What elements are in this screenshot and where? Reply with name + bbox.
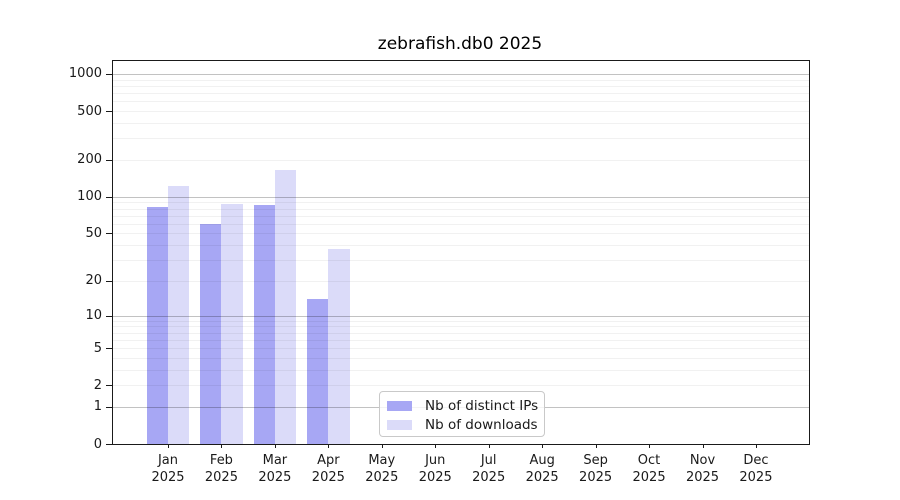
x-tick-label: Nov 2025 bbox=[685, 453, 720, 485]
major-gridline bbox=[113, 196, 809, 198]
bar-downloads bbox=[328, 249, 350, 444]
x-tick-mark bbox=[649, 444, 651, 448]
y-tick-mark bbox=[106, 444, 112, 445]
minor-gridline bbox=[113, 85, 809, 87]
y-tick-label: 2 bbox=[93, 377, 102, 393]
y-tick-mark bbox=[106, 348, 112, 350]
minor-gridline bbox=[113, 280, 809, 282]
minor-gridline bbox=[113, 260, 809, 262]
minor-gridline bbox=[113, 111, 809, 113]
y-tick-label: 50 bbox=[85, 225, 102, 241]
minor-gridline bbox=[113, 332, 809, 334]
minor-gridline bbox=[113, 357, 809, 359]
legend-row-downloads: Nb of downloads bbox=[380, 416, 544, 435]
y-tick-mark bbox=[106, 159, 112, 161]
y-tick-label: 1 bbox=[93, 399, 102, 415]
x-tick-label: Jan 2025 bbox=[151, 453, 185, 485]
minor-gridline bbox=[113, 202, 809, 204]
bar-distinct-ips bbox=[253, 204, 275, 444]
x-tick-label: Sep 2025 bbox=[579, 453, 613, 485]
legend-swatch-downloads bbox=[387, 420, 412, 430]
y-tick-label: 0 bbox=[93, 436, 102, 452]
y-tick-mark bbox=[106, 111, 112, 113]
legend: Nb of distinct IPs Nb of downloads bbox=[379, 391, 545, 437]
y-tick-mark bbox=[106, 196, 112, 198]
minor-gridline bbox=[113, 385, 809, 387]
x-tick-mark bbox=[435, 444, 437, 448]
minor-gridline bbox=[113, 159, 809, 161]
bar-distinct-ips bbox=[306, 298, 329, 444]
x-tick-label: Apr 2025 bbox=[311, 453, 345, 485]
plot-area: 0 1 2 5 10 20 50 100 200 500 1000 Jan 2025 Feb 2025… bbox=[69, 60, 810, 485]
legend-label-downloads: Nb of downloads bbox=[425, 417, 538, 433]
x-tick-mark bbox=[542, 444, 544, 448]
y-tick-mark bbox=[106, 406, 112, 408]
y-tick-label: 500 bbox=[77, 103, 102, 119]
minor-gridline bbox=[113, 348, 809, 350]
x-tick-mark bbox=[381, 444, 383, 448]
y-tick-label: 1000 bbox=[68, 66, 102, 82]
minor-gridline bbox=[113, 122, 809, 124]
y-tick-label: 20 bbox=[85, 273, 102, 289]
bar-downloads bbox=[274, 169, 297, 444]
minor-gridline bbox=[113, 208, 809, 210]
x-tick-label: Aug 2025 bbox=[525, 453, 559, 485]
major-gridline bbox=[113, 315, 809, 317]
minor-gridline bbox=[113, 215, 809, 217]
x-tick-label: Feb 2025 bbox=[204, 453, 238, 485]
x-tick-mark bbox=[755, 444, 757, 448]
y-tick-mark bbox=[106, 280, 112, 282]
x-tick-label: May 2025 bbox=[365, 453, 399, 485]
minor-gridline bbox=[113, 326, 809, 328]
minor-gridline bbox=[113, 339, 809, 341]
y-tick-mark bbox=[106, 315, 112, 317]
minor-gridline bbox=[113, 245, 809, 247]
y-tick-mark bbox=[106, 73, 112, 75]
x-tick-label: Jun 2025 bbox=[418, 453, 452, 485]
minor-gridline bbox=[113, 93, 809, 95]
x-tick-label: Oct 2025 bbox=[632, 453, 666, 485]
y-tick-label: 100 bbox=[77, 189, 102, 205]
x-tick-mark bbox=[168, 444, 169, 448]
y-tick-label: 10 bbox=[85, 308, 102, 324]
x-tick-label: Mar 2025 bbox=[258, 453, 292, 485]
x-tick-mark bbox=[488, 444, 490, 448]
chart-title: zebrafish.db0 2025 bbox=[377, 34, 543, 54]
minor-gridline bbox=[113, 101, 809, 103]
major-gridline bbox=[113, 73, 809, 75]
minor-gridline bbox=[113, 320, 809, 322]
minor-gridline bbox=[113, 223, 809, 225]
bar-distinct-ips bbox=[200, 223, 222, 444]
y-tick-mark bbox=[106, 385, 112, 387]
y-tick-label: 200 bbox=[77, 152, 102, 168]
x-tick-mark bbox=[274, 444, 276, 448]
bar-downloads bbox=[221, 203, 243, 444]
y-tick-mark bbox=[106, 233, 112, 235]
minor-gridline bbox=[113, 369, 809, 371]
x-tick-label: Jul 2025 bbox=[472, 453, 506, 485]
legend-swatch-distinct-ips bbox=[387, 401, 412, 411]
x-tick-mark bbox=[328, 444, 330, 448]
minor-gridline bbox=[113, 79, 809, 81]
x-tick-mark bbox=[702, 444, 704, 448]
y-tick-label: 5 bbox=[93, 340, 102, 356]
bar-distinct-ips bbox=[146, 206, 168, 444]
minor-gridline bbox=[113, 138, 809, 140]
legend-label-distinct-ips: Nb of distinct IPs bbox=[425, 398, 539, 414]
minor-gridline bbox=[113, 233, 809, 235]
x-tick-mark bbox=[221, 444, 223, 448]
x-tick-mark bbox=[595, 444, 597, 448]
legend-row-distinct-ips: Nb of distinct IPs bbox=[380, 397, 544, 416]
x-tick-label: Dec 2025 bbox=[739, 453, 773, 485]
bar-downloads bbox=[168, 185, 190, 444]
